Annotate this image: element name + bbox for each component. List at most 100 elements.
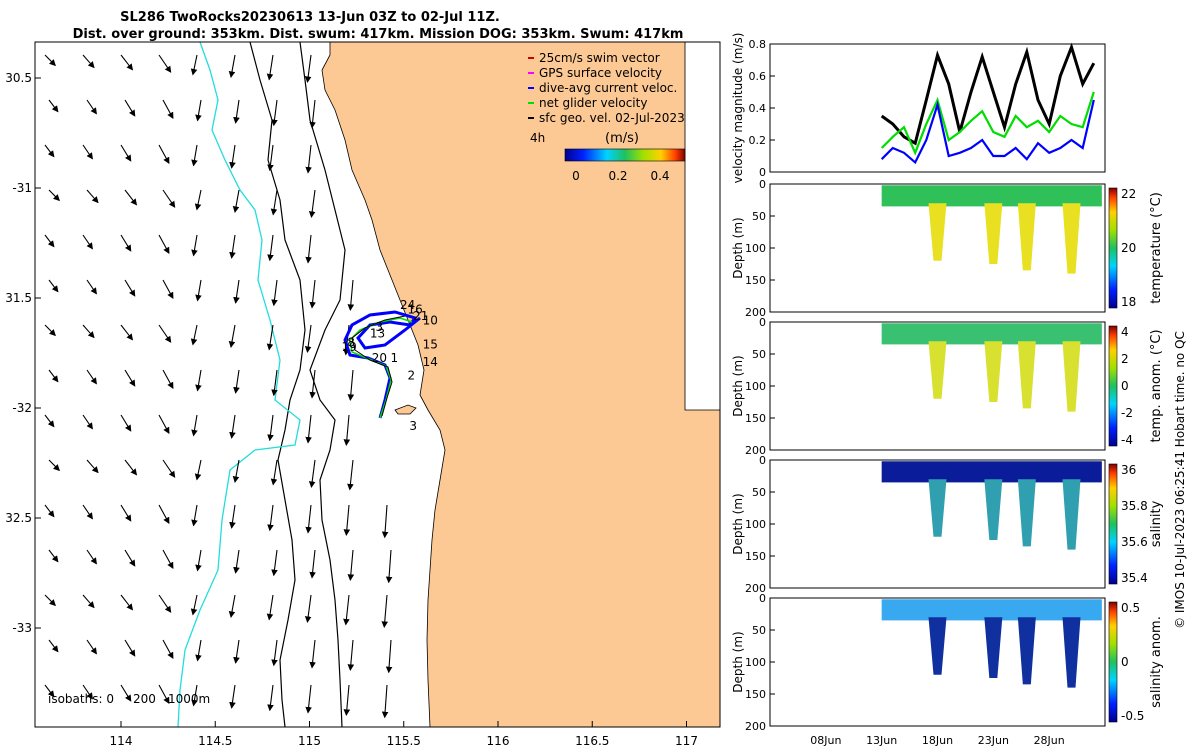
depth-tick-label: 150 [745,688,766,701]
legend-entry: GPS surface velocity [539,66,662,80]
profile-colorbar [1108,325,1118,447]
velocity-arrow-field [44,54,393,719]
profile-colorbar [1108,463,1118,585]
depth-tick-label: 50 [752,348,766,361]
speed-colorbar [564,148,686,162]
isobath-200-label: 200 [133,692,156,706]
day-label: 16 [408,302,423,316]
colorbar-tick-2: 0.4 [650,169,669,183]
depth-tick-label: 100 [745,656,766,669]
map-frame [34,41,721,728]
profile-panel: 0 50 100 150 200 Depth (m) 4 2 0 -2 -4 temp. anom. … [731,316,1164,457]
map-y-tick-label: -31 [12,181,32,195]
glider-track [343,310,421,419]
map-x-tick-label: 115 [298,734,321,748]
depth-axis-label: Depth (m) [731,493,745,554]
colorbar-tick-label: -4 [1121,433,1133,447]
colorbar-tick-0: 0 [572,169,580,183]
day-label: 2 [408,368,416,382]
day-label: 14 [423,355,438,369]
profile-panel: 0 50 100 150 200 Depth (m) 36 35.8 35.6 35.4 salin… [731,454,1164,595]
colorbar-label: salinity anom. [1149,616,1164,708]
legend-hours: 4h [530,131,545,145]
legend-units: (m/s) [605,131,639,146]
depth-tick-label: 200 [745,582,766,595]
title-line-1: SL286 TwoRocks20230613 13-Jun 03Z to 02-… [120,10,500,25]
colorbar-tick-label: 20 [1121,241,1136,255]
velocity-y-tick-label: 0 [759,166,766,179]
depth-tick-label: 100 [745,380,766,393]
day-label: 20 [372,351,387,365]
depth-tick-label: 0 [759,592,766,605]
depth-tick-label: 0 [759,454,766,467]
depth-tick-label: 50 [752,624,766,637]
map-y-tick-label: 30.5 [5,71,32,85]
map-y-tick-label: 31.5 [5,291,32,305]
map-x-tick-label: 116 [487,734,510,748]
isobath-1000 [177,42,301,727]
day-label: 13 [370,327,385,341]
map-x-tick-label: 117 [675,734,698,748]
velocity-ylabel: velocity magnitude (m/s) [731,33,745,184]
colorbar-label: temp. anom. (°C) [1149,329,1164,442]
depth-tick-label: 100 [745,242,766,255]
colorbar-label: salinity [1149,500,1164,547]
map-x-tick-label: 116.5 [575,734,609,748]
depth-tick-label: 150 [745,412,766,425]
date-tick-label: 08Jun [810,734,841,747]
depth-axis-label: Depth (m) [731,631,745,692]
legend-entry: dive-avg current veloc. [539,81,677,95]
depth-tick-label: 100 [745,518,766,531]
velocity-y-tick-label: 0.4 [749,102,767,115]
depth-tick-label: 50 [752,210,766,223]
day-label: 1 [391,351,399,365]
isobath-200 [249,42,306,727]
map-x-tick-label: 114 [110,734,133,748]
date-tick-label: 28Jun [1034,734,1065,747]
date-tick-label: 13Jun [866,734,897,747]
depth-tick-label: 0 [759,316,766,329]
colorbar-tick-1: 0.2 [608,169,627,183]
velocity-series-line [880,99,1095,165]
colorbar-tick-label: 0 [1121,655,1129,669]
colorbar-tick-label: -0.5 [1121,709,1144,723]
legend-entry: sfc geo. vel. 02-Jul-2023 [539,111,685,125]
colorbar-tick-label: 35.4 [1121,571,1148,585]
depth-tick-label: 0 [759,178,766,191]
map-y-axis: 30.5 -31 31.5 -32 32.5 -33 [5,71,41,635]
land [321,42,720,727]
day-label: 8 [347,335,355,349]
legend-entry: 25cm/s swim vector [539,51,660,65]
velocity-series-line [880,42,1096,146]
day-label: 21 [413,309,428,323]
colorbar-tick-label: 2 [1121,352,1129,366]
colorbar-tick-label: 0.5 [1121,601,1140,615]
velocity-series-line [880,91,1095,156]
date-tick-label: 23Jun [978,734,1009,747]
velocity-series [880,42,1096,165]
day-label: 15 [423,338,438,352]
map-x-tick-label: 115.5 [387,734,421,748]
colorbar-tick-label: 0 [1121,379,1129,393]
profile-colorbar [1108,601,1118,723]
velocity-y-axis: 0.8 0.6 0.4 0.2 0 [749,38,775,179]
day-label: 3 [409,419,417,433]
isobath-1000-label: 1000m [168,692,210,706]
colorbar-tick-label: -2 [1121,406,1133,420]
velocity-y-tick-label: 0.6 [749,70,767,83]
legend-entry: net glider velocity [539,96,647,110]
profile-panel: 0 50 100 150 200 Depth (m) 22 20 18 temperature (… [731,178,1164,319]
colorbar-tick-label: 36 [1121,463,1136,477]
velocity-plot: 0.8 0.6 0.4 0.2 0 velocity magnitude (m/s) [731,33,1106,184]
profile-colorbar [1108,187,1118,309]
island [394,404,417,415]
velocity-y-tick-label: 0.2 [749,134,767,147]
depth-tick-label: 200 [745,720,766,733]
colorbar-tick-label: 18 [1121,295,1136,309]
colorbar-tick-label: 4 [1121,325,1129,339]
credit-text: © IMOS 10-Jul-2023 06:25:41 Hobart time.… [1173,331,1187,629]
